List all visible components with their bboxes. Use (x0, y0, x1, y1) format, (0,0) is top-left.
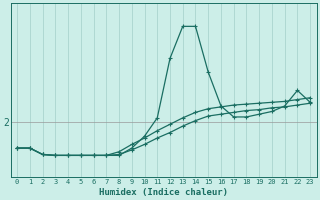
X-axis label: Humidex (Indice chaleur): Humidex (Indice chaleur) (99, 188, 228, 197)
